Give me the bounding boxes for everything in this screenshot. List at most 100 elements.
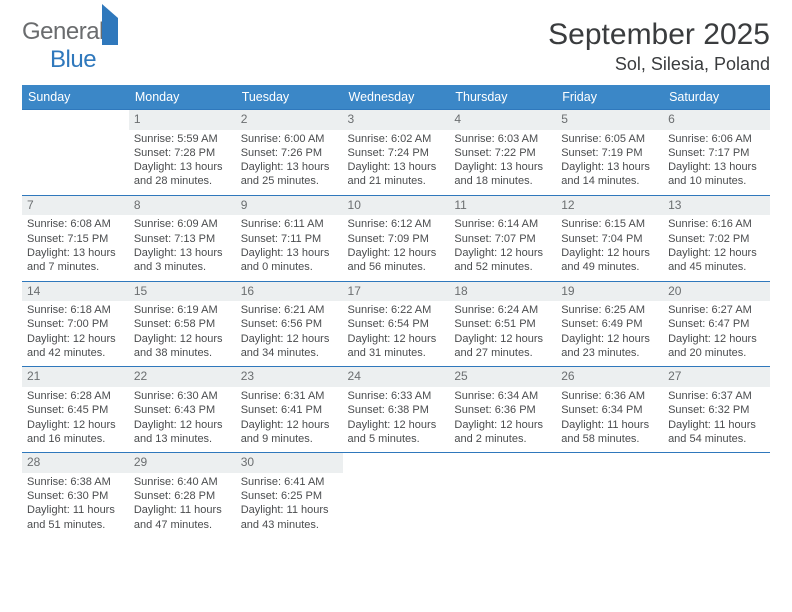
calendar-cell: 23Sunrise: 6:31 AMSunset: 6:41 PMDayligh… [236,366,343,452]
daylight-line2: and 31 minutes. [348,346,445,360]
calendar-cell: 27Sunrise: 6:37 AMSunset: 6:32 PMDayligh… [663,366,770,452]
daylight-line2: and 28 minutes. [134,174,231,188]
daylight-line2: and 47 minutes. [134,518,231,532]
day-details: Sunrise: 6:28 AMSunset: 6:45 PMDaylight:… [22,387,129,452]
day-details: Sunrise: 6:24 AMSunset: 6:51 PMDaylight:… [449,301,556,366]
daylight-line1: Daylight: 13 hours [134,160,231,174]
sunset-line: Sunset: 6:36 PM [454,403,551,417]
sunrise-line: Sunrise: 6:06 AM [668,132,765,146]
calendar-row: 28Sunrise: 6:38 AMSunset: 6:30 PMDayligh… [22,452,770,538]
calendar-cell: 13Sunrise: 6:16 AMSunset: 7:02 PMDayligh… [663,195,770,281]
day-details: Sunrise: 6:19 AMSunset: 6:58 PMDaylight:… [129,301,236,366]
header: General Blue September 2025 Sol, Silesia… [22,18,770,75]
sunset-line: Sunset: 6:41 PM [241,403,338,417]
logo: General Blue [22,18,118,74]
calendar-cell: 20Sunrise: 6:27 AMSunset: 6:47 PMDayligh… [663,281,770,367]
sunset-line: Sunset: 7:28 PM [134,146,231,160]
day-details: Sunrise: 6:18 AMSunset: 7:00 PMDaylight:… [22,301,129,366]
daylight-line2: and 16 minutes. [27,432,124,446]
sunrise-line: Sunrise: 6:40 AM [134,475,231,489]
calendar-cell: 19Sunrise: 6:25 AMSunset: 6:49 PMDayligh… [556,281,663,367]
sunrise-line: Sunrise: 6:11 AM [241,217,338,231]
daylight-line1: Daylight: 12 hours [134,418,231,432]
daylight-line1: Daylight: 12 hours [454,332,551,346]
sunset-line: Sunset: 6:30 PM [27,489,124,503]
daylight-line1: Daylight: 11 hours [241,503,338,517]
sunset-line: Sunset: 6:54 PM [348,317,445,331]
daylight-line2: and 9 minutes. [241,432,338,446]
daylight-line2: and 2 minutes. [454,432,551,446]
daylight-line2: and 52 minutes. [454,260,551,274]
sunrise-line: Sunrise: 6:27 AM [668,303,765,317]
weekday-header: Saturday [663,85,770,109]
sunset-line: Sunset: 6:38 PM [348,403,445,417]
daylight-line2: and 5 minutes. [348,432,445,446]
title-block: September 2025 Sol, Silesia, Poland [548,18,770,75]
sunrise-line: Sunrise: 6:12 AM [348,217,445,231]
daylight-line1: Daylight: 13 hours [134,246,231,260]
calendar-cell: 25Sunrise: 6:34 AMSunset: 6:36 PMDayligh… [449,366,556,452]
calendar-cell: 7Sunrise: 6:08 AMSunset: 7:15 PMDaylight… [22,195,129,281]
daylight-line2: and 42 minutes. [27,346,124,360]
day-details: Sunrise: 6:03 AMSunset: 7:22 PMDaylight:… [449,130,556,195]
daylight-line1: Daylight: 13 hours [27,246,124,260]
day-number: 29 [129,453,236,473]
sunrise-line: Sunrise: 6:18 AM [27,303,124,317]
daylight-line2: and 23 minutes. [561,346,658,360]
calendar-cell: 8Sunrise: 6:09 AMSunset: 7:13 PMDaylight… [129,195,236,281]
daylight-line1: Daylight: 12 hours [27,332,124,346]
daylight-line1: Daylight: 11 hours [668,418,765,432]
daylight-line2: and 54 minutes. [668,432,765,446]
daylight-line2: and 43 minutes. [241,518,338,532]
day-number: 8 [129,196,236,216]
calendar-cell: . [556,452,663,538]
sunset-line: Sunset: 7:04 PM [561,232,658,246]
calendar-cell: 17Sunrise: 6:22 AMSunset: 6:54 PMDayligh… [343,281,450,367]
day-details: Sunrise: 6:02 AMSunset: 7:24 PMDaylight:… [343,130,450,195]
day-details: Sunrise: 6:06 AMSunset: 7:17 PMDaylight:… [663,130,770,195]
daylight-line2: and 51 minutes. [27,518,124,532]
sunset-line: Sunset: 7:26 PM [241,146,338,160]
calendar-cell: 11Sunrise: 6:14 AMSunset: 7:07 PMDayligh… [449,195,556,281]
sunset-line: Sunset: 7:07 PM [454,232,551,246]
calendar-cell: . [663,452,770,538]
daylight-line1: Daylight: 12 hours [27,418,124,432]
daylight-line2: and 7 minutes. [27,260,124,274]
sunrise-line: Sunrise: 6:24 AM [454,303,551,317]
day-number: 20 [663,282,770,302]
daylight-line1: Daylight: 12 hours [454,246,551,260]
sunrise-line: Sunrise: 6:14 AM [454,217,551,231]
day-details: Sunrise: 6:14 AMSunset: 7:07 PMDaylight:… [449,215,556,280]
sunrise-line: Sunrise: 6:09 AM [134,217,231,231]
daylight-line2: and 58 minutes. [561,432,658,446]
sunrise-line: Sunrise: 6:41 AM [241,475,338,489]
day-details: Sunrise: 6:25 AMSunset: 6:49 PMDaylight:… [556,301,663,366]
day-number: 5 [556,110,663,130]
day-details: Sunrise: 6:30 AMSunset: 6:43 PMDaylight:… [129,387,236,452]
calendar-cell: 2Sunrise: 6:00 AMSunset: 7:26 PMDaylight… [236,109,343,195]
day-number: 4 [449,110,556,130]
page-title: September 2025 [548,18,770,52]
day-number: 11 [449,196,556,216]
calendar-page: General Blue September 2025 Sol, Silesia… [0,0,792,556]
location: Sol, Silesia, Poland [548,54,770,75]
day-details: Sunrise: 6:33 AMSunset: 6:38 PMDaylight:… [343,387,450,452]
logo-text-general: General [22,18,104,45]
sunrise-line: Sunrise: 6:05 AM [561,132,658,146]
sunset-line: Sunset: 6:51 PM [454,317,551,331]
daylight-line1: Daylight: 13 hours [668,160,765,174]
calendar-body: .1Sunrise: 5:59 AMSunset: 7:28 PMDayligh… [22,109,770,538]
calendar-cell: 30Sunrise: 6:41 AMSunset: 6:25 PMDayligh… [236,452,343,538]
day-details: Sunrise: 6:27 AMSunset: 6:47 PMDaylight:… [663,301,770,366]
daylight-line1: Daylight: 12 hours [454,418,551,432]
weekday-header: Tuesday [236,85,343,109]
daylight-line1: Daylight: 12 hours [241,418,338,432]
daylight-line1: Daylight: 12 hours [241,332,338,346]
calendar-cell: . [449,452,556,538]
day-details: Sunrise: 6:40 AMSunset: 6:28 PMDaylight:… [129,473,236,538]
sunrise-line: Sunrise: 6:33 AM [348,389,445,403]
sunset-line: Sunset: 6:25 PM [241,489,338,503]
calendar-row: 14Sunrise: 6:18 AMSunset: 7:00 PMDayligh… [22,281,770,367]
day-details: Sunrise: 6:00 AMSunset: 7:26 PMDaylight:… [236,130,343,195]
day-number: 7 [22,196,129,216]
